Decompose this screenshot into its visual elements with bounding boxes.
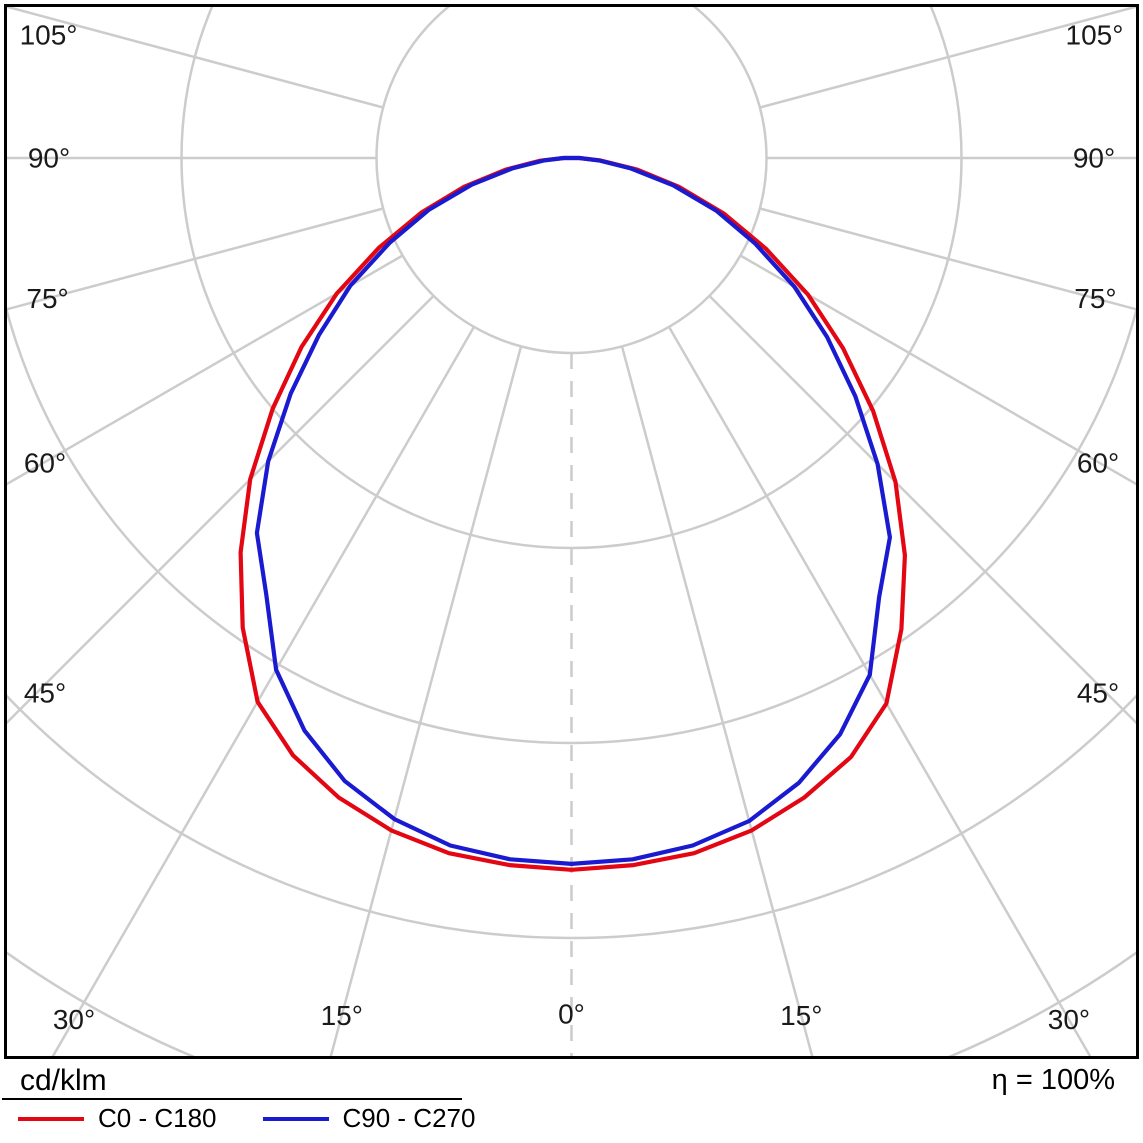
angle-label: 90° xyxy=(1073,143,1115,174)
legend-label-c0-c180: C0 - C180 xyxy=(98,1103,217,1133)
angle-label: 75° xyxy=(1074,283,1116,314)
legend: C0 - C180 C90 - C270 xyxy=(18,1103,521,1134)
angle-label: 30° xyxy=(1048,1004,1090,1035)
legend-divider xyxy=(2,1098,462,1100)
angle-label: 60° xyxy=(24,447,66,478)
angle-label: 75° xyxy=(26,283,68,314)
angle-label: 45° xyxy=(24,677,66,708)
curve-c0-c180 xyxy=(238,155,908,872)
angle-label: 45° xyxy=(1077,677,1119,708)
polar-plot-frame: 105° 90° 75° 60° 45° 30° 15° 0° 15° 30° 45° 60° 75° 9… xyxy=(4,4,1139,1059)
legend-label-c90-c270: C90 - C270 xyxy=(342,1103,476,1133)
polar-chart: 105° 90° 75° 60° 45° 30° 15° 0° 15° 30° 45° 60° 75° 9… xyxy=(7,7,1136,1056)
legend-line-blue xyxy=(262,1116,329,1121)
legend-item-c0-c180: C0 - C180 xyxy=(18,1103,217,1134)
legend-item-c90-c270: C90 - C270 xyxy=(262,1103,476,1134)
angle-label: 15° xyxy=(321,1000,363,1031)
angle-label: 0° xyxy=(558,999,585,1030)
curve-c90-c270 xyxy=(254,155,893,867)
angle-label: 30° xyxy=(53,1004,95,1035)
angle-label: 105° xyxy=(20,20,78,51)
angle-label: 15° xyxy=(780,1000,822,1031)
efficiency-label: η = 100% xyxy=(991,1064,1115,1096)
angle-label: 105° xyxy=(1066,20,1124,51)
angle-label: 90° xyxy=(28,143,70,174)
angle-label: 60° xyxy=(1077,447,1119,478)
legend-line-red xyxy=(18,1116,84,1121)
units-label: cd/klm xyxy=(20,1064,107,1097)
